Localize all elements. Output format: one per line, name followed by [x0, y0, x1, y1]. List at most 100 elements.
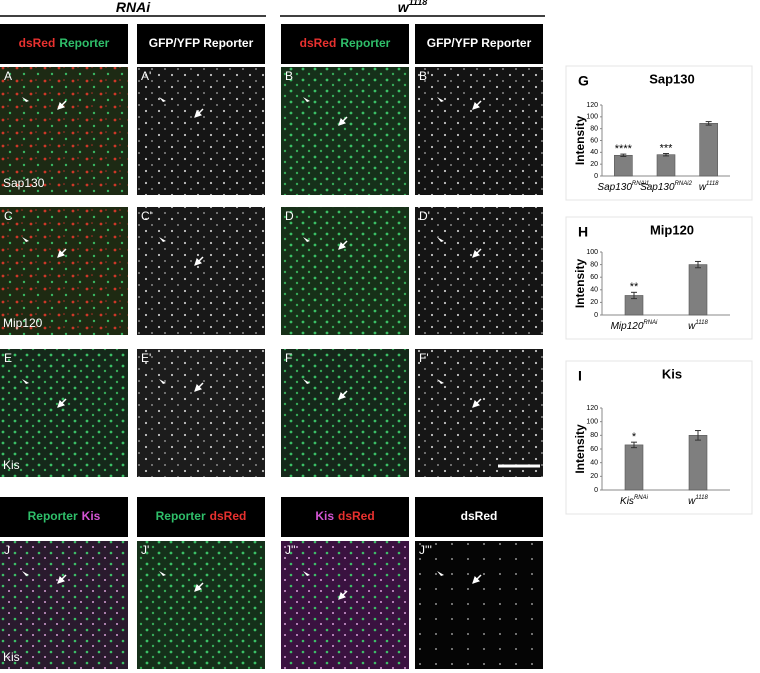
arrowhead	[22, 571, 29, 576]
y-tick-label: 20	[590, 161, 598, 168]
micrograph-cells	[137, 67, 265, 195]
channel-name: dsRed	[19, 36, 56, 50]
arrowhead	[437, 97, 444, 102]
channel-name: dsRed	[300, 36, 337, 50]
panel-label: B'	[419, 69, 429, 83]
y-tick-label: 0	[594, 312, 598, 319]
channel-header-bar	[0, 497, 128, 537]
arrow	[194, 582, 204, 592]
panel-label: A'	[141, 69, 151, 83]
channel-name: GFP/YFP Reporter	[149, 36, 254, 50]
micrograph-cells	[137, 349, 265, 477]
channel-name: Reporter	[156, 509, 206, 523]
y-tick-label: 0	[594, 173, 598, 180]
group-header: w1118	[398, 0, 428, 15]
channel-name: Reporter	[340, 36, 390, 50]
category-name: w	[699, 182, 707, 193]
category-name: Kis	[620, 496, 634, 507]
arrow	[338, 590, 348, 600]
panel-label: F'	[419, 351, 429, 365]
channel-header-bar	[137, 24, 265, 64]
channel-header-bar	[281, 24, 409, 64]
y-tick-label: 40	[590, 287, 598, 294]
channel-name: dsRed	[210, 509, 247, 523]
x-tick-label: Sap130RNAi1	[597, 181, 649, 193]
panel-label: A	[4, 69, 12, 83]
category-sup: 1118	[695, 495, 708, 501]
y-tick-label: 40	[590, 149, 598, 156]
micrograph-cells	[137, 541, 265, 669]
group-header: RNAi	[116, 0, 151, 15]
row-label: Mip120	[3, 316, 43, 330]
row-label: Kis	[3, 458, 20, 472]
category-name: Sap130	[640, 182, 675, 193]
group-header-sup: 1118	[409, 0, 428, 7]
y-tick-label: 60	[590, 274, 598, 281]
bar	[688, 264, 708, 316]
y-tick-label: 40	[590, 460, 598, 467]
chart-title: Sap130	[649, 71, 695, 86]
panel-letter: G	[578, 73, 589, 89]
y-tick-label: 120	[586, 102, 598, 109]
panel-label: J''	[285, 543, 296, 557]
chart-title: Kis	[662, 366, 682, 381]
channel-name: Kis	[315, 509, 334, 523]
channel-header-bar	[0, 24, 128, 64]
panel-label: J'''	[419, 543, 432, 557]
bar	[656, 154, 676, 177]
bar	[624, 444, 644, 491]
arrowhead	[159, 97, 166, 102]
category-name: Sap130	[597, 182, 632, 193]
category-sup: 1118	[706, 181, 719, 187]
channel-header-bar	[281, 497, 409, 537]
arrowhead	[437, 379, 444, 384]
x-tick-label: w1118	[688, 320, 708, 332]
channel-name: Kis	[82, 509, 101, 523]
y-tick-label: 100	[586, 419, 598, 426]
arrow	[194, 108, 204, 118]
channel-header-bar	[415, 497, 543, 537]
category-sup: RNAi1	[632, 181, 649, 187]
channel-header: GFP/YFP Reporter	[149, 36, 254, 50]
y-tick-label: 0	[594, 487, 598, 494]
panel-label: D'	[419, 209, 430, 223]
micrograph-cells	[0, 349, 128, 477]
channel-header: dsRed	[461, 509, 498, 523]
significance: **	[630, 281, 639, 293]
chart-title: Mip120	[650, 222, 694, 237]
arrow	[472, 248, 482, 258]
y-tick-label: 100	[586, 249, 598, 256]
arrowhead	[303, 97, 310, 102]
arrow	[338, 240, 348, 250]
significance: *	[632, 431, 637, 443]
channel-header-bar	[137, 497, 265, 537]
panel-label: C'	[141, 209, 152, 223]
micrograph-cells	[281, 349, 409, 477]
arrow	[338, 116, 348, 126]
category-sup: 1118	[695, 320, 708, 326]
micrograph-cells	[137, 207, 265, 335]
channel-header: dsRed Reporter	[19, 36, 110, 50]
arrowhead	[303, 379, 310, 384]
panel-label: F	[285, 351, 292, 365]
arrow	[194, 256, 204, 266]
arrow	[57, 398, 67, 408]
channel-name: Reporter	[59, 36, 109, 50]
group-header-text: w	[398, 0, 410, 15]
micrograph-cells	[415, 541, 543, 669]
arrowhead	[303, 237, 310, 242]
channel-header: Reporter Kis	[28, 509, 101, 523]
group-header-text: RNAi	[116, 0, 151, 15]
channel-header: Kis dsRed	[315, 509, 374, 523]
channel-header-bar	[415, 24, 543, 64]
arrowhead	[159, 379, 166, 384]
arrow	[472, 100, 482, 110]
chart-frame	[565, 216, 753, 340]
y-axis-label: Intensity	[573, 259, 587, 309]
x-tick-label: w1118	[688, 495, 708, 507]
category-name: w	[688, 496, 696, 507]
x-tick-label: Mip120RNAi	[611, 320, 658, 332]
arrow	[57, 248, 67, 258]
category-sup: RNAi	[634, 495, 649, 501]
y-tick-label: 100	[586, 114, 598, 121]
